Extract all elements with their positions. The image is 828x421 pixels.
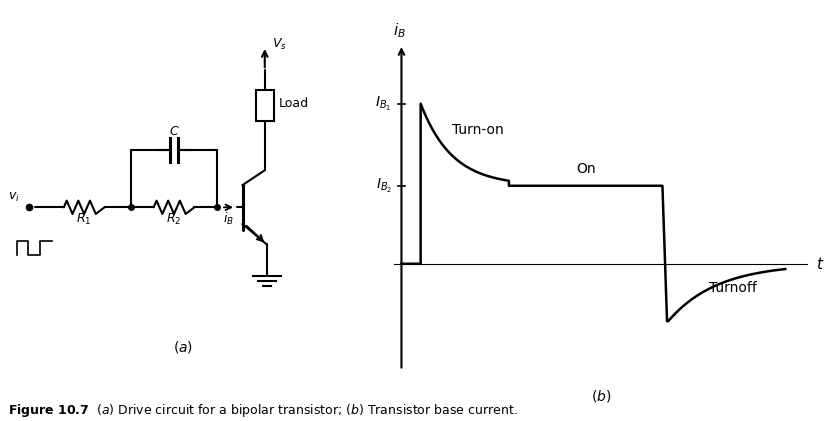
Text: $I_{B_1}$: $I_{B_1}$ [375, 95, 392, 113]
Text: $I_{B_2}$: $I_{B_2}$ [375, 177, 392, 195]
Text: On: On [575, 163, 595, 176]
Text: $v_i$: $v_i$ [8, 190, 20, 204]
Text: $V_s$: $V_s$ [272, 37, 286, 52]
Text: $C$: $C$ [168, 125, 179, 138]
Text: $t$: $t$ [815, 256, 823, 272]
Text: $i_B$: $i_B$ [223, 211, 233, 227]
Bar [256, 90, 273, 121]
Text: $\bf{Figure\ 10.7}$  $(a)$ Drive circuit for a bipolar transistor; $(b)$ Transis: $\bf{Figure\ 10.7}$ $(a)$ Drive circuit … [8, 402, 518, 419]
Text: $(b)$: $(b)$ [590, 388, 610, 404]
Text: Turn-on: Turn-on [451, 123, 503, 137]
Text: Turnoff: Turnoff [708, 281, 756, 295]
Text: $R_1$: $R_1$ [76, 212, 92, 227]
Text: $i_B$: $i_B$ [392, 21, 406, 40]
Text: Load: Load [278, 97, 309, 110]
Text: $(a)$: $(a)$ [173, 339, 193, 355]
Text: $R_2$: $R_2$ [166, 212, 181, 227]
